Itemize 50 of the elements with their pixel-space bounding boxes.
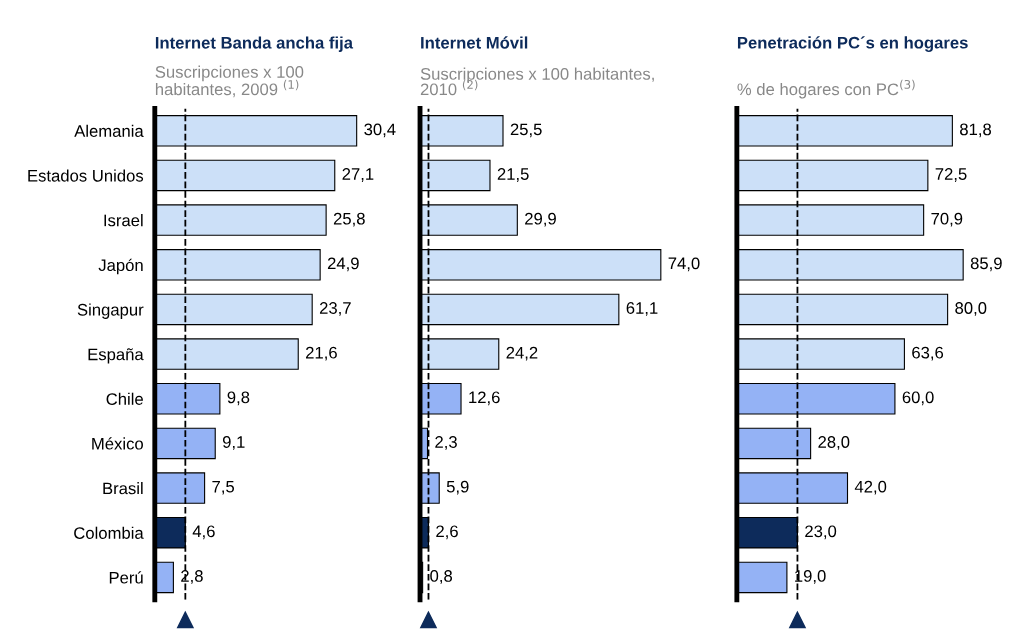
data-label: 24,9: [327, 257, 359, 272]
data-label: 2,6: [436, 525, 458, 540]
data-label: 23,7: [319, 302, 351, 316]
y-tick-label: Chile: [106, 392, 143, 405]
chart-title: Internet Banda ancha fija: [155, 36, 354, 52]
data-label: 63,6: [912, 346, 944, 361]
data-label: 21,5: [497, 168, 529, 182]
y-tick-label: Japón: [98, 258, 143, 275]
data-label: 12,6: [469, 391, 500, 406]
data-label: 72,5: [935, 168, 967, 182]
data-label: 81,8: [960, 123, 992, 138]
chart-title: Penetración PC´s en hogares: [737, 36, 968, 52]
y-tick-label: Brasil: [103, 482, 143, 495]
data-label: 25,5: [510, 123, 542, 138]
data-label: 25,8: [333, 212, 365, 227]
data-label: 24,2: [506, 346, 538, 361]
chart-subtitle: Suscripciones x 100 habitantes, 2010 $^{(2)}$: [420, 67, 654, 96]
data-label: 2,3: [435, 436, 457, 450]
data-label: 30,4: [364, 123, 396, 138]
data-label: 23,0: [805, 525, 837, 540]
data-label: 2,8: [181, 570, 203, 584]
data-label: 60,0: [902, 391, 934, 406]
data-label: 42,0: [854, 480, 887, 495]
data-label: 27,1: [342, 168, 374, 182]
data-label: 19,0: [795, 570, 826, 584]
data-label: 85,9: [970, 257, 1002, 272]
data-label: 29,9: [525, 212, 556, 227]
data-label: 21,6: [306, 346, 337, 361]
data-label: 80,0: [955, 302, 987, 316]
data-label: 28,0: [818, 436, 850, 450]
data-label: 7,5: [212, 480, 235, 495]
data-label: 4,6: [192, 525, 215, 540]
data-label: 61,1: [626, 302, 658, 316]
y-tick-label: Colombia: [74, 526, 144, 539]
y-tick-label: Alemania: [74, 124, 144, 137]
y-tick-label: Estados Unidos: [28, 169, 144, 182]
data-label: 74,0: [668, 257, 700, 272]
data-label: 9,1: [222, 436, 245, 450]
y-tick-label: Singapur: [77, 303, 144, 319]
y-tick-label: México: [92, 437, 143, 450]
chart-subtitle: Suscripciones x 100 habitantes, 2009 $^{(1)}$: [155, 65, 304, 98]
y-tick-label: España: [88, 348, 144, 364]
data-label: 0,8: [430, 570, 453, 584]
chart-title: Internet Móvil: [421, 36, 528, 49]
y-tick-label: Perú: [109, 571, 143, 584]
data-label: 70,9: [931, 212, 963, 227]
y-tick-label: Israel: [104, 214, 143, 227]
chart-subtitle: % de hogares con PC$^{(3)}$: [737, 79, 915, 99]
data-label: 5,9: [446, 480, 469, 495]
data-label: 9,8: [227, 391, 250, 406]
